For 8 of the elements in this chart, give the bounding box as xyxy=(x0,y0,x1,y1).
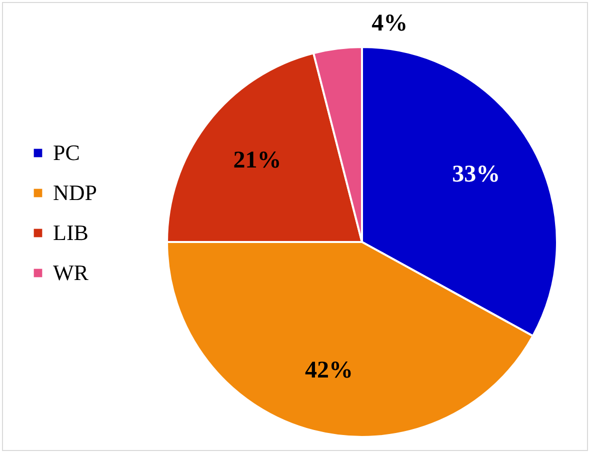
data-label: 21% xyxy=(233,148,282,174)
legend-label: WR xyxy=(53,260,89,285)
legend-label: LIB xyxy=(53,220,88,245)
data-label: 4% xyxy=(372,10,408,36)
legend-label: PC xyxy=(53,140,80,165)
data-label: 42% xyxy=(305,357,354,384)
data-label: 33% xyxy=(452,162,500,188)
legend-label: NDP xyxy=(53,180,98,205)
